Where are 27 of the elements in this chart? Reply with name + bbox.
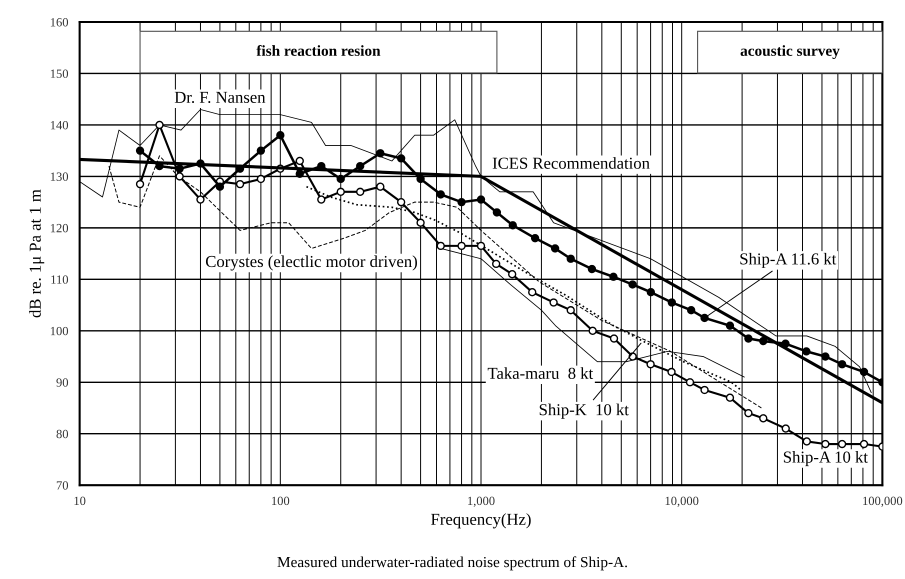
y-tick-label: 130 bbox=[50, 172, 68, 181]
y-tick-label: 110 bbox=[51, 275, 68, 284]
y-tick-label: 80 bbox=[56, 430, 68, 438]
y-tick-label: 140 bbox=[50, 120, 68, 130]
series-label: ICES Recommendation bbox=[492, 157, 650, 169]
y-tick-label: 90 bbox=[56, 378, 68, 387]
y-tick-label: 100 bbox=[50, 326, 68, 336]
x-tick-label: 10,000 bbox=[666, 496, 698, 507]
x-axis-title: Frequency(Hz) bbox=[431, 513, 531, 528]
series-label: Corystes (electlic motor driven) bbox=[206, 255, 417, 271]
series-label: Dr. F. Nansen bbox=[174, 92, 266, 103]
y-axis-title: dB re. 1μ Pa at 1 m bbox=[29, 189, 44, 318]
series-label: Ship-A 10 kt bbox=[784, 450, 868, 466]
y-tick-label: 160 bbox=[50, 18, 68, 26]
y-tick-label: 70 bbox=[56, 481, 68, 490]
text: Measured underwater-radiated noise spectrum of Ship-A. bbox=[277, 556, 627, 570]
y-tick-label: 120 bbox=[50, 224, 68, 232]
text: Ship-K 10 kt bbox=[540, 404, 629, 419]
band-label: fish reaction resion bbox=[256, 45, 380, 56]
x-tick-label: 1,000 bbox=[468, 496, 495, 507]
x-tick-label: 100,000 bbox=[863, 496, 902, 507]
x-tick-label: 100 bbox=[272, 496, 290, 506]
text: Ship-A 11.6 kt bbox=[740, 252, 836, 268]
y-tick-label: 150 bbox=[50, 69, 68, 78]
band-label: acoustic survey bbox=[740, 45, 840, 60]
x-tick-label: 10 bbox=[74, 496, 86, 506]
series-label: Taka-maru 8 kt bbox=[488, 367, 594, 379]
